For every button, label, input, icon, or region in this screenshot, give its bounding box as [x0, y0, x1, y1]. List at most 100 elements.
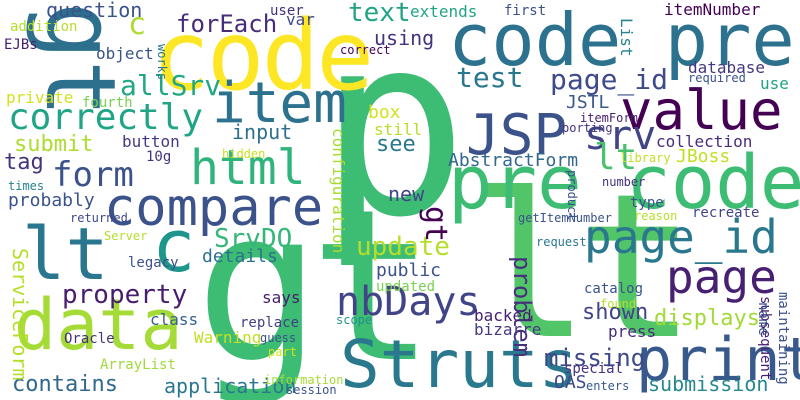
- cloud-word: maintaining: [775, 292, 791, 385]
- cloud-word: update: [356, 232, 450, 262]
- cloud-word: nbDays: [336, 279, 481, 325]
- cloud-word: returned: [70, 211, 128, 225]
- cloud-word: OAS: [554, 372, 587, 393]
- cloud-word: addition: [10, 19, 78, 35]
- cloud-word: required: [688, 71, 746, 85]
- cloud-word: enters: [586, 379, 630, 393]
- cloud-word: allSrv: [120, 69, 222, 102]
- cloud-word: number: [602, 175, 646, 189]
- cloud-word: correctly: [8, 97, 204, 138]
- cloud-word: button: [122, 132, 180, 151]
- cloud-word: JSP: [466, 103, 568, 168]
- cloud-word: public: [376, 260, 442, 281]
- cloud-word: Struts: [340, 326, 579, 400]
- cloud-word: fourth: [82, 95, 133, 111]
- cloud-word: Warning: [194, 328, 262, 347]
- cloud-word: scope: [336, 313, 373, 327]
- cloud-word: object: [96, 44, 154, 63]
- cloud-word: gt: [24, 2, 136, 118]
- cloud-word: lt: [470, 151, 697, 384]
- cloud-word: works: [155, 44, 169, 81]
- cloud-word: correct: [340, 43, 391, 57]
- cloud-word: class: [150, 310, 199, 329]
- cloud-word: getItemNumber: [518, 211, 612, 225]
- cloud-word: replace: [240, 315, 300, 331]
- cloud-word: item: [212, 71, 347, 136]
- cloud-word: extends: [410, 2, 478, 21]
- cloud-word: SrvDO: [214, 224, 293, 254]
- cloud-word: JSTL: [566, 92, 610, 113]
- cloud-word: details: [202, 246, 278, 267]
- cloud-word: bizarre: [474, 320, 542, 339]
- cloud-word: var: [286, 10, 315, 29]
- cloud-word: tag: [4, 150, 44, 175]
- cloud-word: see: [376, 132, 416, 157]
- cloud-word: found: [600, 297, 637, 311]
- cloud-word: product: [565, 170, 579, 221]
- cloud-word: text: [348, 0, 411, 28]
- cloud-word: List: [617, 18, 636, 57]
- cloud-word: type: [630, 195, 664, 211]
- cloud-word: name: [755, 302, 771, 336]
- cloud-word: problem: [508, 256, 536, 358]
- cloud-word: application: [164, 374, 297, 398]
- cloud-word: shown: [582, 300, 649, 325]
- cloud-word: reason: [634, 209, 678, 223]
- cloud-word: pre code: [448, 140, 800, 226]
- cloud-word: submit: [14, 132, 94, 157]
- cloud-word: gt: [195, 164, 436, 400]
- cloud-word: contains: [12, 372, 118, 397]
- cloud-word: collection: [656, 132, 753, 151]
- cloud-word: code: [152, 0, 374, 112]
- cloud-word: forEach: [176, 10, 278, 38]
- cloud-word: input: [232, 120, 293, 144]
- cloud-word: compare: [104, 178, 324, 238]
- cloud-word: legacy: [128, 255, 179, 271]
- cloud-word: says: [262, 288, 301, 307]
- cloud-word: form: [52, 155, 134, 195]
- cloud-word: use: [760, 74, 789, 93]
- cloud-word: page_id: [550, 63, 669, 96]
- cloud-word: c: [152, 204, 196, 288]
- cloud-word: press: [608, 322, 657, 341]
- cloud-word: JBoss: [676, 146, 731, 167]
- cloud-word: recreate: [692, 205, 760, 221]
- cloud-word: gt: [418, 206, 453, 243]
- cloud-word: new: [388, 182, 425, 206]
- cloud-word: question: [46, 0, 143, 22]
- cloud-word: p: [318, 0, 468, 272]
- cloud-word: 10g: [146, 149, 172, 165]
- cloud-word: Server: [104, 229, 148, 243]
- cloud-word: using: [374, 26, 435, 50]
- cloud-word: itemNumber: [664, 0, 761, 19]
- cloud-word: print: [636, 325, 800, 395]
- cloud-word: value: [620, 79, 783, 142]
- cloud-word: itemForm: [580, 111, 638, 125]
- cloud-word: library: [620, 151, 671, 165]
- cloud-word: information: [264, 373, 344, 387]
- cloud-word: page_id: [584, 210, 778, 264]
- cloud-word: EJBs: [4, 37, 38, 53]
- cloud-word: session: [286, 383, 337, 397]
- cloud-word: porting: [562, 121, 613, 135]
- cloud-word: ArrayList: [100, 357, 176, 373]
- cloud-word: submission: [648, 372, 769, 396]
- cloud-word: lt: [22, 212, 109, 296]
- cloud-word: c: [128, 7, 147, 42]
- cloud-word: missing: [544, 344, 646, 372]
- cloud-word: times: [8, 179, 45, 193]
- cloud-word: backed: [474, 306, 532, 325]
- cloud-word: html: [190, 140, 306, 196]
- cloud-word: AbstractForm: [448, 150, 579, 171]
- cloud-word: ServiceForm: [8, 248, 32, 381]
- cloud-word: probably: [8, 190, 95, 211]
- cloud-word: guess: [260, 331, 297, 345]
- cloud-word: still: [374, 120, 423, 139]
- cloud-word: Oracle: [64, 331, 115, 347]
- cloud-word: user: [270, 3, 304, 19]
- cloud-word: request: [536, 235, 587, 249]
- cloud-word: configuration: [329, 128, 348, 254]
- cloud-word: data: [14, 284, 183, 366]
- cloud-word: updated: [376, 279, 436, 295]
